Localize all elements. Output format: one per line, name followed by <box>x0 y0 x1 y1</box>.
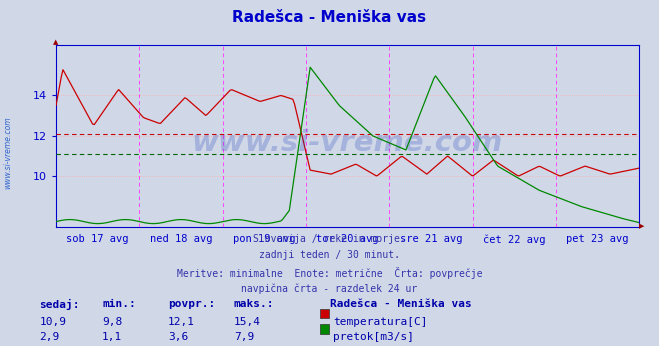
Text: Meritve: minimalne  Enote: metrične  Črta: povprečje: Meritve: minimalne Enote: metrične Črta:… <box>177 267 482 279</box>
Text: 1,1: 1,1 <box>102 332 123 342</box>
Text: povpr.:: povpr.: <box>168 299 215 309</box>
Text: www.si-vreme.com: www.si-vreme.com <box>3 116 13 189</box>
Text: ▲: ▲ <box>53 39 59 45</box>
Text: temperatura[C]: temperatura[C] <box>333 317 427 327</box>
Text: 3,6: 3,6 <box>168 332 188 342</box>
Text: 12,1: 12,1 <box>168 317 195 327</box>
Text: 2,9: 2,9 <box>40 332 60 342</box>
Text: sedaj:: sedaj: <box>40 299 80 310</box>
Text: Radešca - Meniška vas: Radešca - Meniška vas <box>330 299 471 309</box>
Text: 9,8: 9,8 <box>102 317 123 327</box>
Text: 10,9: 10,9 <box>40 317 67 327</box>
Text: min.:: min.: <box>102 299 136 309</box>
Text: maks.:: maks.: <box>234 299 274 309</box>
Text: 7,9: 7,9 <box>234 332 254 342</box>
Text: www.si-vreme.com: www.si-vreme.com <box>192 129 503 157</box>
Text: pretok[m3/s]: pretok[m3/s] <box>333 332 414 342</box>
Text: 15,4: 15,4 <box>234 317 261 327</box>
Text: Slovenija / reke in morje.: Slovenija / reke in morje. <box>253 234 406 244</box>
Text: ▶: ▶ <box>639 224 645 230</box>
Text: navpična črta - razdelek 24 ur: navpična črta - razdelek 24 ur <box>241 283 418 294</box>
Text: zadnji teden / 30 minut.: zadnji teden / 30 minut. <box>259 250 400 260</box>
Text: Radešca - Meniška vas: Radešca - Meniška vas <box>233 10 426 25</box>
